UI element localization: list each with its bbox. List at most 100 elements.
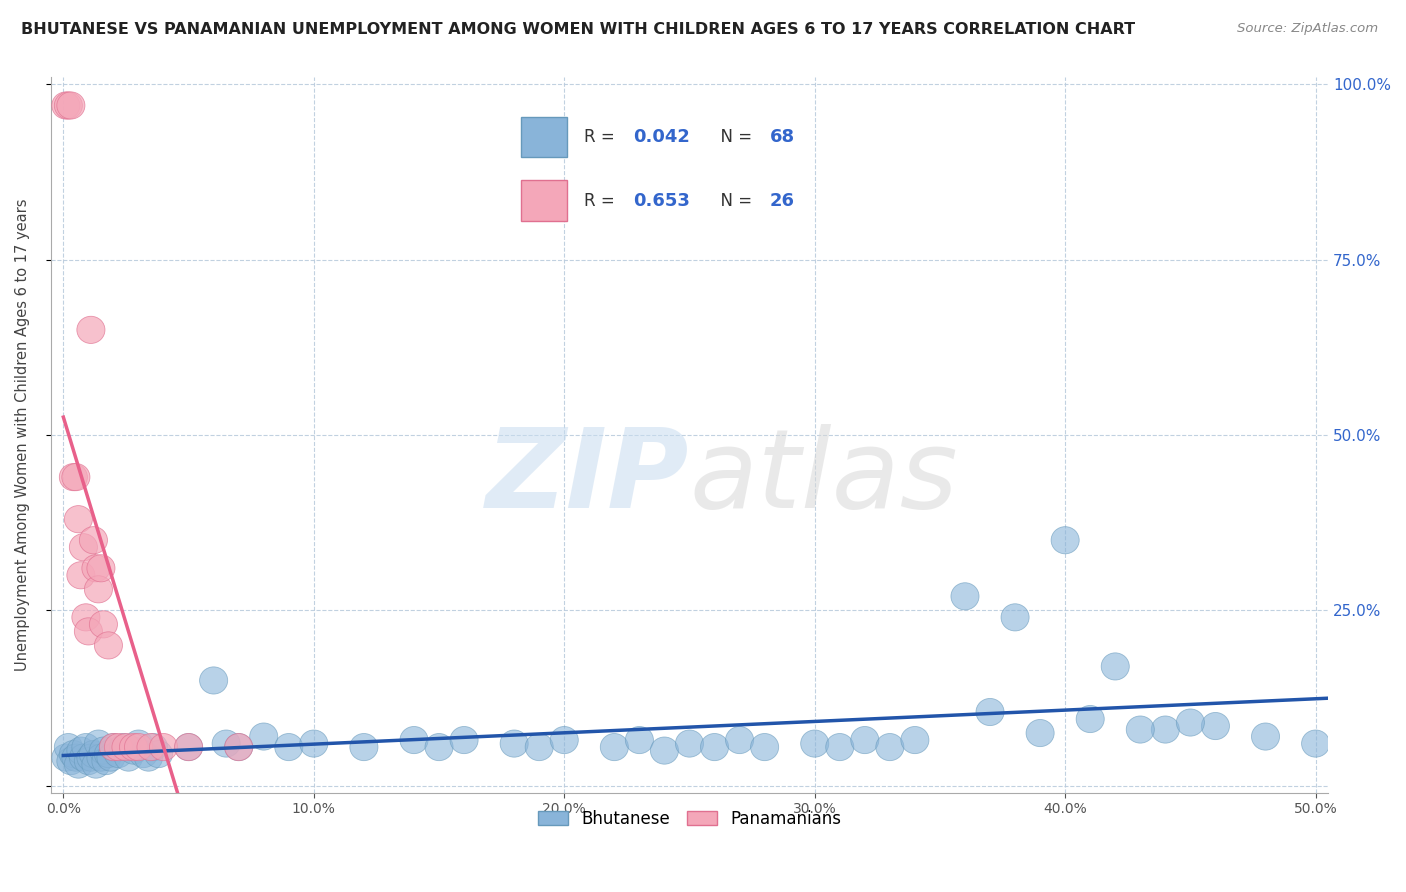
Ellipse shape xyxy=(450,726,478,754)
Ellipse shape xyxy=(65,506,93,533)
Ellipse shape xyxy=(114,744,142,772)
Ellipse shape xyxy=(77,317,105,343)
Ellipse shape xyxy=(56,92,84,119)
Ellipse shape xyxy=(79,526,107,554)
Ellipse shape xyxy=(174,733,202,761)
Ellipse shape xyxy=(72,604,100,631)
Ellipse shape xyxy=(526,733,554,761)
Ellipse shape xyxy=(90,737,118,764)
Ellipse shape xyxy=(1076,706,1104,732)
Ellipse shape xyxy=(72,733,100,761)
Ellipse shape xyxy=(1251,723,1279,750)
Text: ZIP: ZIP xyxy=(486,425,689,532)
Ellipse shape xyxy=(110,733,138,761)
Ellipse shape xyxy=(62,744,90,772)
Ellipse shape xyxy=(550,726,578,754)
Ellipse shape xyxy=(299,730,328,757)
Ellipse shape xyxy=(825,733,853,761)
Ellipse shape xyxy=(84,730,112,757)
Text: BHUTANESE VS PANAMANIAN UNEMPLOYMENT AMONG WOMEN WITH CHILDREN AGES 6 TO 17 YEAR: BHUTANESE VS PANAMANIAN UNEMPLOYMENT AMO… xyxy=(21,22,1135,37)
Ellipse shape xyxy=(851,726,879,754)
Ellipse shape xyxy=(225,733,253,761)
Ellipse shape xyxy=(65,751,93,778)
Ellipse shape xyxy=(1052,526,1080,554)
Text: atlas: atlas xyxy=(689,425,957,532)
Ellipse shape xyxy=(90,611,118,638)
Ellipse shape xyxy=(600,733,628,761)
Ellipse shape xyxy=(901,726,929,754)
Ellipse shape xyxy=(120,737,148,764)
Ellipse shape xyxy=(1177,709,1205,736)
Ellipse shape xyxy=(112,733,141,761)
Ellipse shape xyxy=(125,733,152,761)
Ellipse shape xyxy=(100,733,128,761)
Ellipse shape xyxy=(59,464,87,491)
Ellipse shape xyxy=(82,555,110,582)
Ellipse shape xyxy=(174,733,202,761)
Text: Source: ZipAtlas.com: Source: ZipAtlas.com xyxy=(1237,22,1378,36)
Ellipse shape xyxy=(145,740,173,768)
Ellipse shape xyxy=(104,733,132,761)
Ellipse shape xyxy=(67,562,96,589)
Ellipse shape xyxy=(87,555,115,582)
Ellipse shape xyxy=(69,533,97,561)
Ellipse shape xyxy=(1152,716,1180,743)
Ellipse shape xyxy=(104,740,132,768)
Ellipse shape xyxy=(52,744,80,772)
Ellipse shape xyxy=(350,733,378,761)
Y-axis label: Unemployment Among Women with Children Ages 6 to 17 years: Unemployment Among Women with Children A… xyxy=(15,199,30,672)
Ellipse shape xyxy=(79,740,107,768)
Ellipse shape xyxy=(135,744,163,772)
Ellipse shape xyxy=(800,730,828,757)
Ellipse shape xyxy=(1001,604,1029,631)
Ellipse shape xyxy=(84,575,112,603)
Ellipse shape xyxy=(399,726,427,754)
Ellipse shape xyxy=(501,730,529,757)
Ellipse shape xyxy=(94,632,122,659)
Ellipse shape xyxy=(67,737,96,764)
Ellipse shape xyxy=(651,737,679,764)
Ellipse shape xyxy=(274,733,302,761)
Ellipse shape xyxy=(425,733,453,761)
Ellipse shape xyxy=(94,740,122,768)
Ellipse shape xyxy=(75,618,103,645)
Ellipse shape xyxy=(675,730,703,757)
Ellipse shape xyxy=(1101,653,1129,680)
Ellipse shape xyxy=(125,730,152,757)
Ellipse shape xyxy=(876,733,904,761)
Ellipse shape xyxy=(626,726,654,754)
Ellipse shape xyxy=(129,740,157,768)
Ellipse shape xyxy=(700,733,728,761)
Ellipse shape xyxy=(82,751,110,778)
Ellipse shape xyxy=(1026,720,1054,747)
Ellipse shape xyxy=(1302,730,1330,757)
Ellipse shape xyxy=(87,744,115,772)
Ellipse shape xyxy=(97,744,125,772)
Ellipse shape xyxy=(100,733,128,761)
Ellipse shape xyxy=(225,733,253,761)
Ellipse shape xyxy=(725,726,754,754)
Ellipse shape xyxy=(55,92,83,119)
Ellipse shape xyxy=(751,733,779,761)
Ellipse shape xyxy=(55,733,83,761)
Ellipse shape xyxy=(139,733,167,761)
Ellipse shape xyxy=(69,744,97,772)
Ellipse shape xyxy=(62,464,90,491)
Ellipse shape xyxy=(976,698,1004,725)
Ellipse shape xyxy=(59,740,87,768)
Ellipse shape xyxy=(91,747,120,774)
Ellipse shape xyxy=(75,747,103,774)
Ellipse shape xyxy=(200,667,228,694)
Ellipse shape xyxy=(56,747,84,774)
Ellipse shape xyxy=(950,582,979,610)
Legend: Bhutanese, Panamanians: Bhutanese, Panamanians xyxy=(531,803,848,834)
Ellipse shape xyxy=(77,744,105,772)
Ellipse shape xyxy=(1201,713,1229,739)
Ellipse shape xyxy=(149,733,177,761)
Ellipse shape xyxy=(250,723,278,750)
Ellipse shape xyxy=(1126,716,1154,743)
Ellipse shape xyxy=(212,730,240,757)
Ellipse shape xyxy=(136,733,165,761)
Ellipse shape xyxy=(52,92,80,119)
Ellipse shape xyxy=(120,733,148,761)
